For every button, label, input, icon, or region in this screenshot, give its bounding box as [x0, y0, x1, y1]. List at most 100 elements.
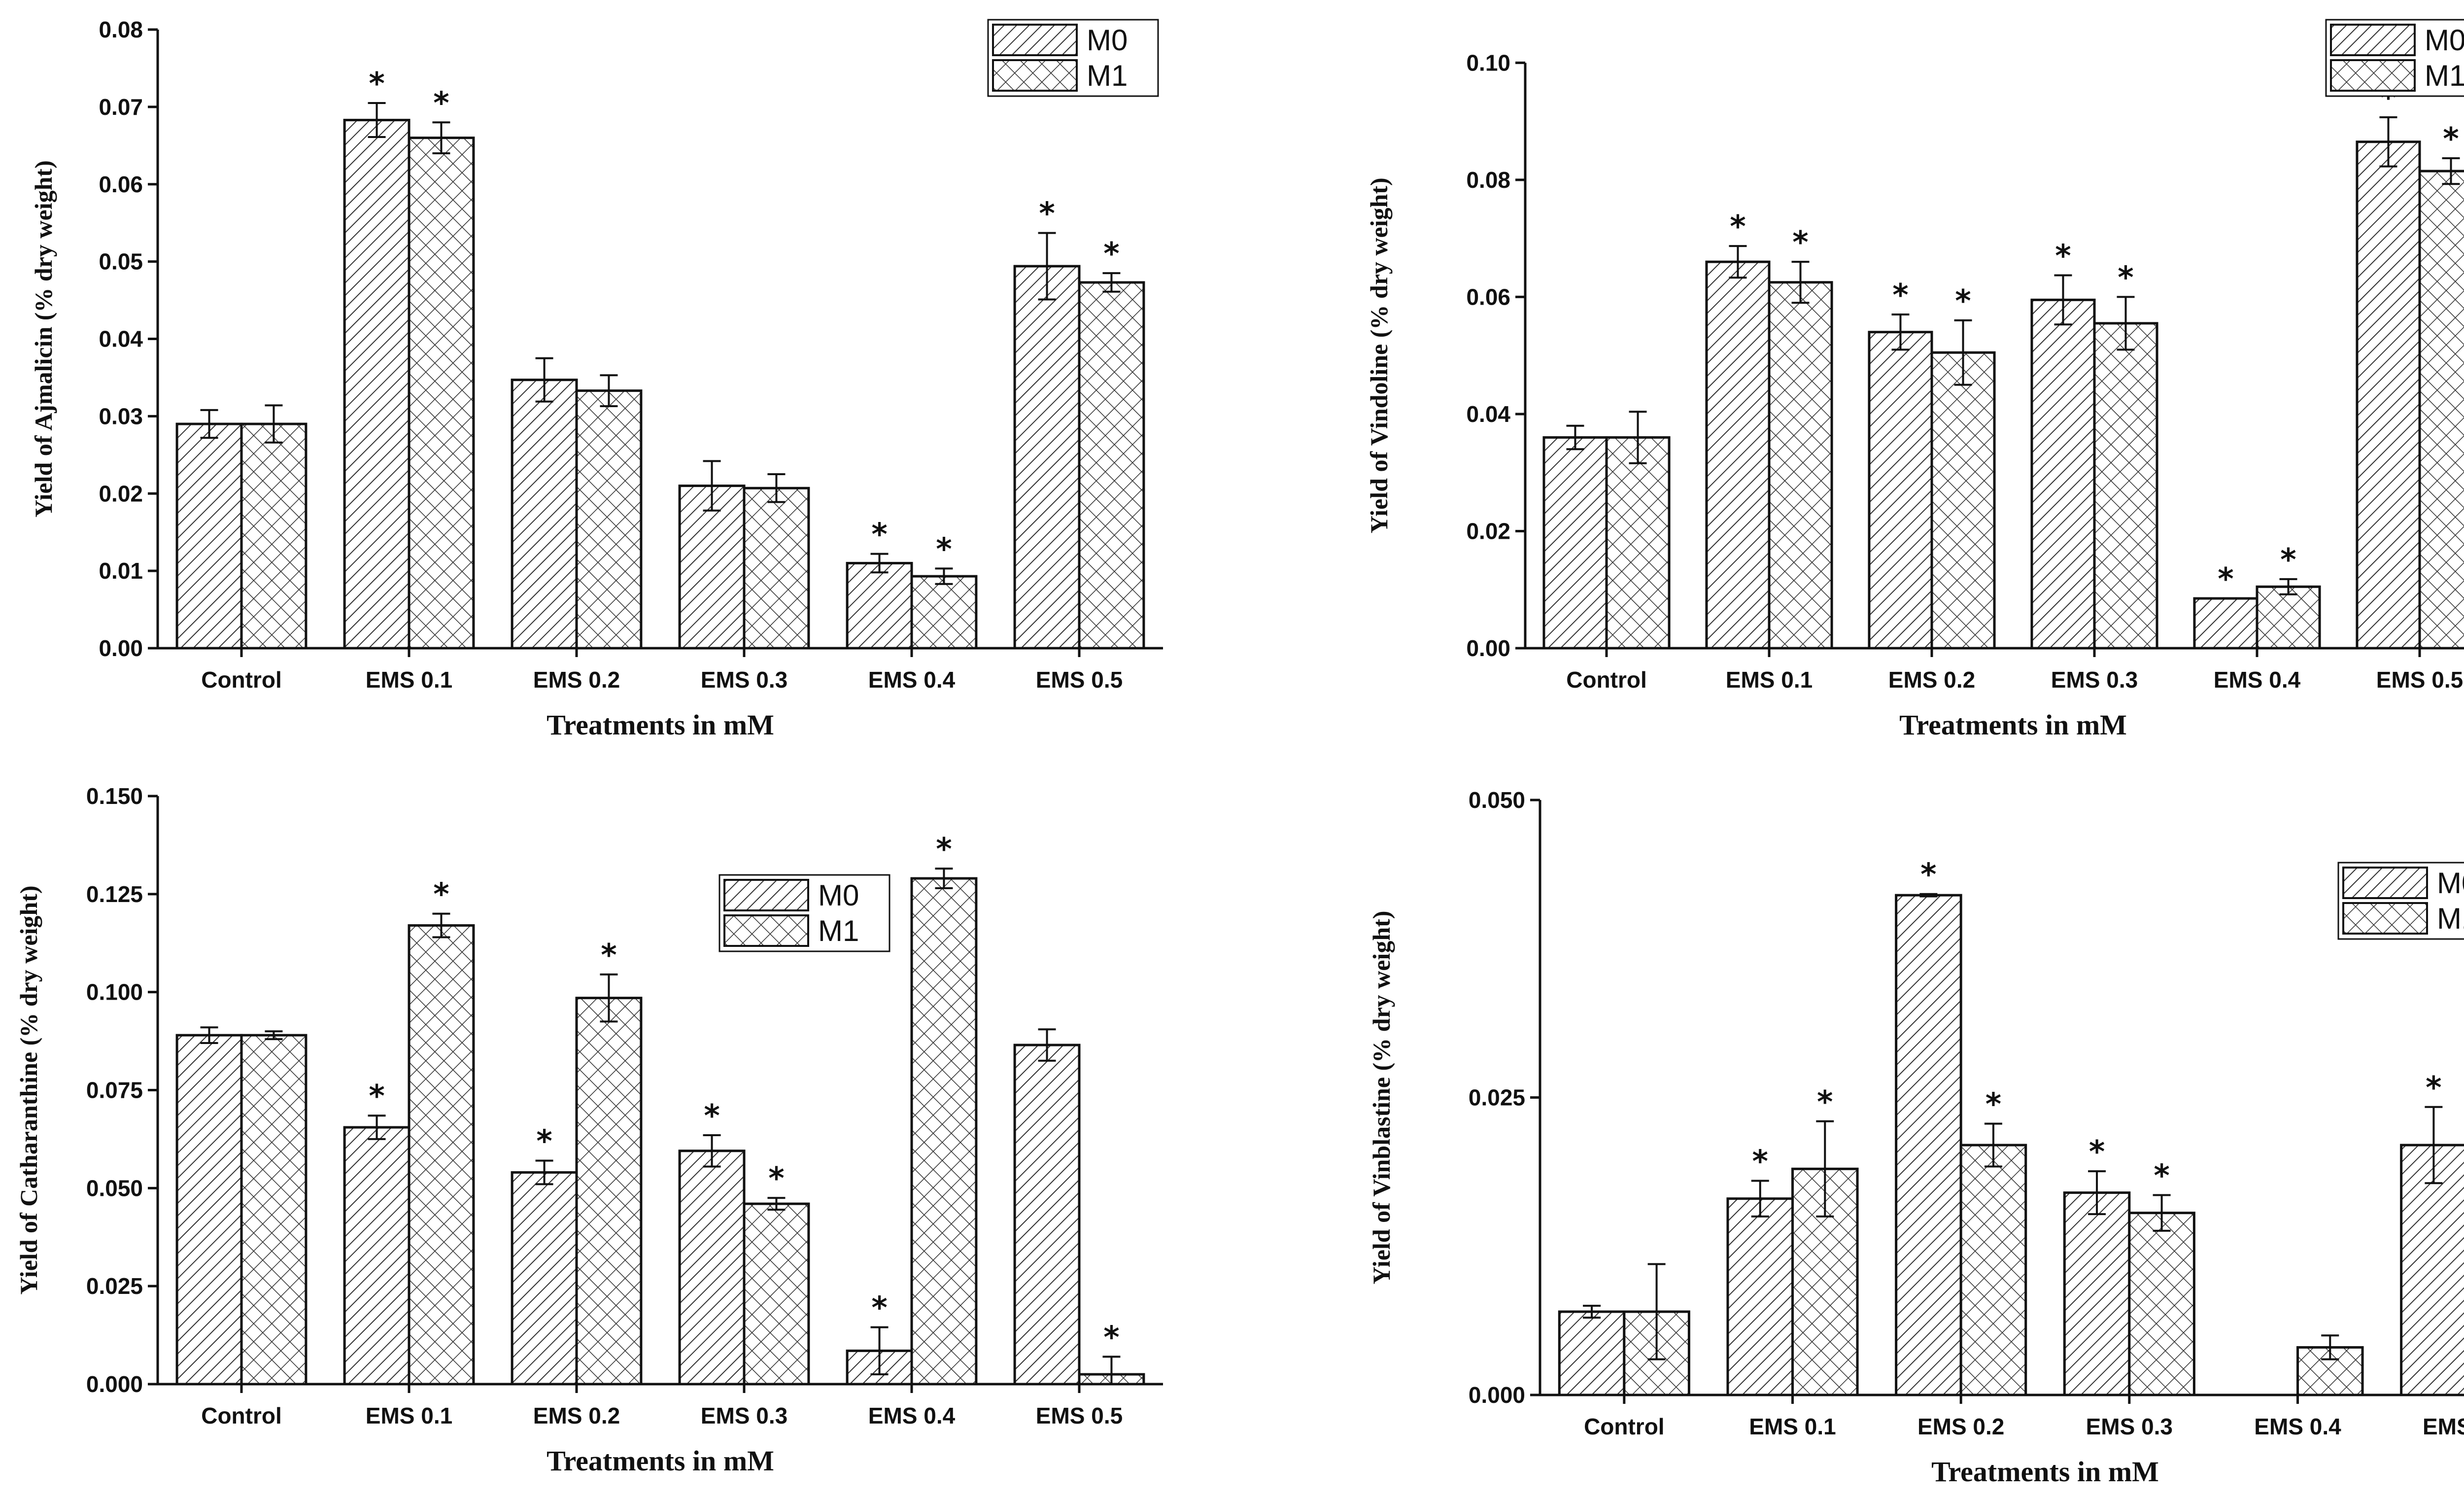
significance-star: * — [1039, 196, 1055, 232]
y-tick-labels: 0.00 0.02 0.04 0.06 0.08 0.10 — [1466, 50, 1525, 661]
significance-star: * — [601, 937, 616, 973]
legend-label-m0: M0 — [1087, 24, 1128, 57]
y-tick-label: 0.00 — [1466, 635, 1510, 661]
significance-star: * — [871, 517, 887, 553]
bar-m1 — [1605, 436, 1671, 650]
significance-star: * — [369, 1078, 384, 1114]
x-tick-label: EMS 0.2 — [1888, 667, 1975, 693]
bar-m0 — [511, 379, 578, 650]
y-tick-label: 0.050 — [86, 1175, 143, 1201]
bar-m0 — [2063, 1191, 2131, 1396]
significance-star: * — [1103, 1319, 1119, 1355]
bar-m0 — [2400, 1144, 2464, 1396]
significance-star: * — [369, 66, 384, 102]
y-tick-label: 0.025 — [86, 1273, 143, 1299]
significance-star: * — [1730, 209, 1745, 244]
legend-label-m1: M1 — [2425, 59, 2464, 92]
y-tick-labels: 0.00 0.01 0.02 0.03 0.04 0.05 0.06 0.07 0.08 — [99, 17, 158, 661]
y-tick-label: 0.00 — [99, 635, 143, 661]
significance-star: * — [1792, 224, 1808, 260]
bar-m1 — [1768, 281, 1833, 650]
legend-label-m1: M1 — [1087, 59, 1128, 92]
x-tick-labels: Control EMS 0.1 EMS 0.2 EMS 0.3 EMS 0.4 EMS 0… — [1566, 648, 2463, 693]
chart-vindoline: 0.00 0.02 0.04 0.06 0.08 0.10 Control EMS 0.1 EM… — [1365, 19, 2464, 741]
y-tick-label: 0.000 — [1469, 1382, 1525, 1408]
y-tick-label: 0.04 — [99, 326, 143, 352]
bar-m1 — [575, 389, 643, 650]
significance-star: * — [2280, 542, 2296, 578]
significance-star: * — [2055, 238, 2071, 274]
bar-m1 — [240, 1034, 308, 1386]
x-tick-label: EMS 0.5 — [2423, 1414, 2464, 1439]
bar-m1 — [2093, 322, 2158, 650]
y-tick-label: 0.08 — [1466, 167, 1510, 193]
x-tick-label: EMS 0.1 — [366, 667, 452, 693]
x-tick-label: EMS 0.4 — [2254, 1414, 2341, 1439]
x-axis-title: Treatments in mM — [547, 1445, 774, 1477]
y-tick-label: 0.08 — [99, 17, 143, 42]
x-tick-label: EMS 0.1 — [366, 1403, 452, 1428]
x-axis-title: Treatments in mM — [1899, 709, 2127, 741]
bar-m0 — [175, 422, 243, 650]
x-tick-label: EMS 0.5 — [2376, 667, 2463, 693]
bar-m0 — [1726, 1197, 1794, 1396]
bar-m1 — [910, 877, 978, 1386]
x-tick-labels: Control EMS 0.1 EMS 0.2 EMS 0.3 EMS 0.4 EMS 0… — [201, 648, 1123, 693]
bar-m0 — [2356, 140, 2421, 650]
significance-star: * — [2118, 259, 2133, 295]
chart-catharanthine: 0.000 0.025 0.050 0.075 0.100 0.125 0.150 Contr… — [15, 783, 1163, 1477]
y-tick-label: 0.000 — [86, 1371, 143, 1397]
x-tick-labels: Control EMS 0.1 EMS 0.2 EMS 0.3 EMS 0.4 EMS 0… — [201, 1384, 1123, 1428]
bar-m0 — [1895, 894, 1962, 1396]
significance-star: * — [871, 1290, 887, 1326]
bar-m0 — [846, 561, 913, 650]
bar-m1 — [2256, 585, 2321, 650]
x-tick-label: EMS 0.2 — [533, 667, 620, 693]
y-tick-labels: 0.000 0.025 0.050 — [1469, 787, 1540, 1408]
y-tick-label: 0.025 — [1469, 1085, 1525, 1111]
x-tick-label: EMS 0.3 — [2086, 1414, 2173, 1439]
x-tick-label: EMS 0.1 — [1726, 667, 1813, 693]
y-axis-title: Yield of Vinblastine (% dry weight) — [1368, 911, 1395, 1285]
y-tick-label: 0.02 — [1466, 518, 1510, 544]
significance-star: * — [1955, 283, 1971, 319]
bar-m1 — [1930, 351, 1996, 650]
significance-star: * — [1752, 1143, 1768, 1179]
legend-label-m1: M1 — [2437, 902, 2464, 935]
bar-m0 — [1868, 331, 1933, 650]
bar-m1 — [2418, 170, 2464, 650]
y-tick-label: 0.075 — [86, 1078, 143, 1103]
y-tick-label: 0.03 — [99, 403, 143, 429]
bar-m1 — [2128, 1212, 2195, 1396]
y-tick-labels: 0.000 0.025 0.050 0.075 0.100 0.125 0.150 — [86, 783, 158, 1397]
significance-star: * — [2443, 121, 2459, 157]
bar-m1 — [1078, 281, 1145, 650]
significance-star: * — [936, 531, 952, 567]
bar-m0 — [678, 1149, 746, 1386]
significance-star: * — [2218, 561, 2233, 597]
x-tick-label: EMS 0.3 — [701, 1403, 787, 1428]
bar-m0 — [343, 119, 411, 650]
legend-label-m1: M1 — [818, 914, 859, 947]
legend-swatch-m1 — [723, 914, 809, 947]
chart-ajmalicin: 0.00 0.01 0.02 0.03 0.04 0.05 0.06 0.07 0.08 Cont… — [30, 17, 1163, 741]
bar-m1 — [910, 575, 978, 650]
bar-m0 — [1013, 265, 1081, 650]
significance-star: * — [433, 876, 449, 912]
x-tick-label: EMS 0.4 — [868, 667, 956, 693]
legend-label-m0: M0 — [2437, 867, 2464, 900]
x-tick-label: EMS 0.4 — [868, 1403, 956, 1428]
bar-m1 — [743, 487, 810, 650]
y-tick-label: 0.06 — [99, 172, 143, 197]
bar-m0 — [1558, 1310, 1626, 1396]
legend-swatch-m1 — [2342, 902, 2428, 935]
legend-swatch-m0 — [723, 879, 809, 911]
bar-m1 — [743, 1202, 810, 1386]
bar-m1 — [408, 137, 475, 650]
bar-m1 — [1959, 1144, 2027, 1396]
bar-m0 — [343, 1126, 411, 1386]
x-axis-title: Treatments in mM — [1931, 1456, 2159, 1488]
